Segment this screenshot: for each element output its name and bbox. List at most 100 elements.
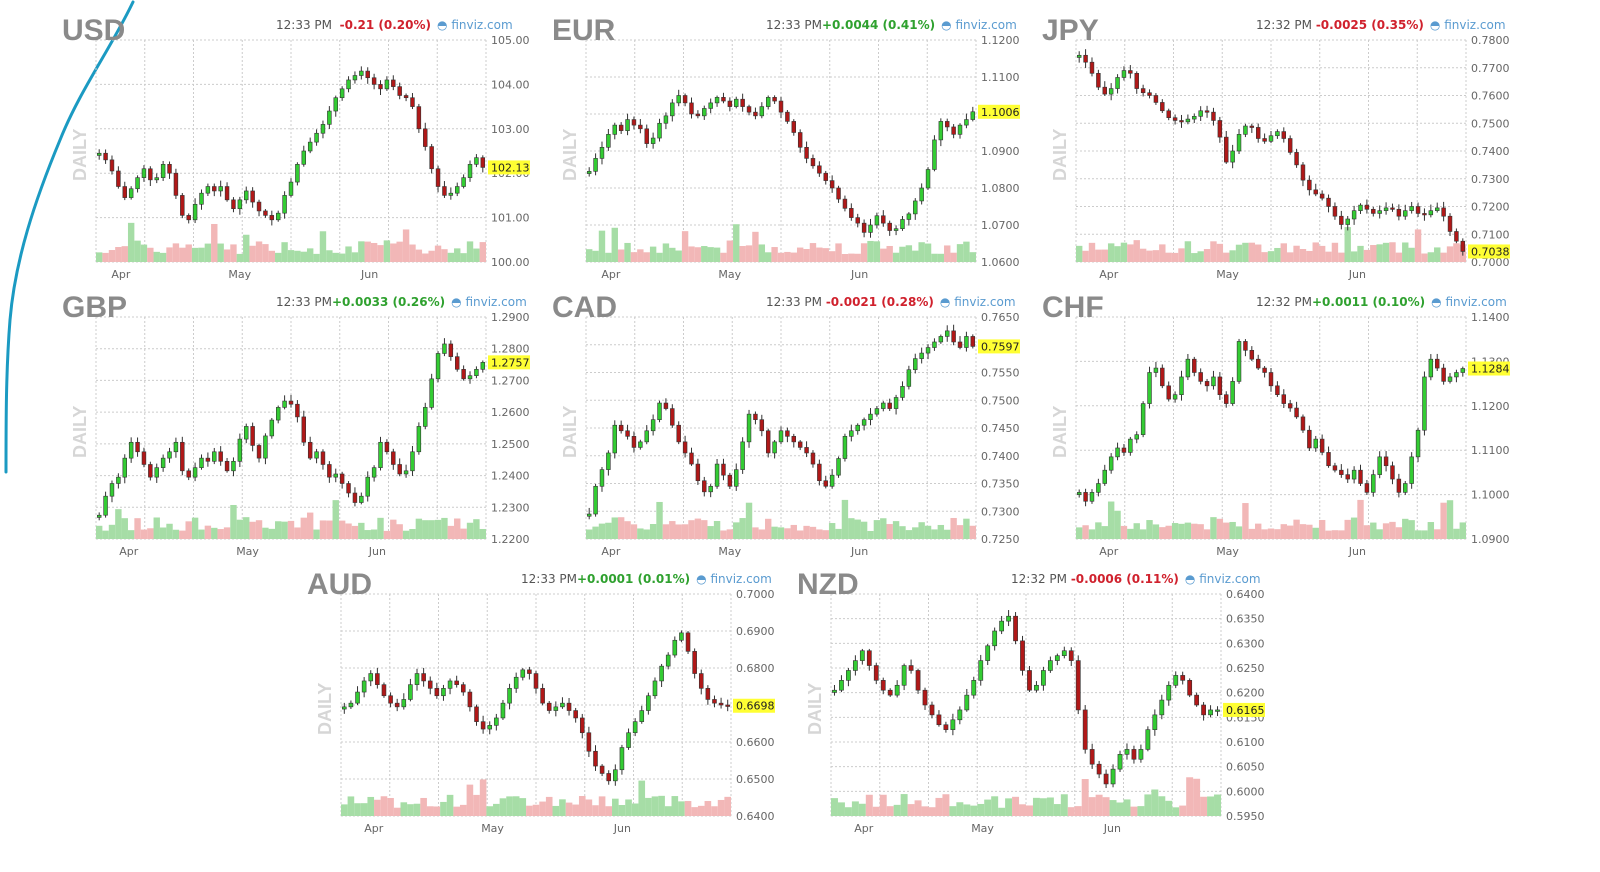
source-link[interactable]: ◓ finviz.com (1431, 295, 1507, 309)
volume-bar (796, 247, 804, 262)
y-tick-label: 0.6400 (736, 810, 775, 823)
chart-panel-eur: 1.12001.11001.10001.09001.08001.07001.06… (546, 12, 1036, 282)
volume-bar (211, 223, 218, 262)
volume-bar (886, 524, 893, 539)
volume-bar (102, 252, 109, 262)
volume-bar (758, 529, 766, 539)
volume-bar (684, 801, 692, 816)
candle-body (434, 688, 440, 697)
source-link[interactable]: ◓ finviz.com (437, 18, 513, 32)
y-tick-label: 103.00 (491, 123, 530, 136)
source-link[interactable]: ◓ finviz.com (941, 18, 1017, 32)
candle-body (1020, 640, 1025, 671)
x-tick-label: May (228, 268, 251, 281)
x-tick-label: Jun (1103, 822, 1121, 835)
y-tick-label: 0.6200 (1226, 687, 1265, 700)
y-tick-label: 0.7400 (981, 450, 1020, 463)
candle-body (631, 436, 637, 448)
candle-body (1403, 483, 1408, 493)
candle-body (237, 199, 243, 210)
candle-body (361, 680, 367, 693)
y-tick-label: 1.2600 (491, 406, 530, 419)
candle-body (122, 186, 127, 198)
timeframe-label: DAILY (805, 683, 825, 735)
candle-body (427, 680, 433, 689)
candle-body (1307, 429, 1312, 449)
candle-body (1103, 773, 1109, 785)
volume-bar (159, 252, 167, 262)
candle-body (859, 650, 865, 661)
candle-body (1332, 206, 1338, 217)
candle-body (1415, 429, 1421, 458)
volume-bar (1242, 503, 1249, 539)
volume-bar (681, 524, 689, 539)
volume-bar (1200, 796, 1208, 816)
candle-body (1294, 407, 1299, 418)
candle-body (403, 470, 409, 475)
volume-bar (1067, 807, 1075, 816)
volume-bar (879, 794, 887, 816)
candle-body (1236, 341, 1242, 382)
volume-bar (1120, 242, 1128, 262)
candle-body (494, 717, 499, 726)
candle-body (116, 170, 121, 187)
y-tick-label: 1.2500 (491, 438, 530, 451)
volume-bar (108, 524, 116, 539)
candle-body (461, 177, 466, 187)
y-tick-label: 1.1000 (1471, 489, 1510, 502)
volume-bar (1248, 242, 1256, 262)
source-link[interactable]: ◓ finviz.com (1184, 572, 1261, 586)
volume-bar (752, 527, 759, 539)
volume-bar (1019, 804, 1026, 816)
volume-bar (185, 244, 192, 262)
candle-body (314, 132, 319, 143)
candle-body (1117, 754, 1123, 770)
volume-bar (96, 252, 103, 262)
volume-bar (612, 798, 619, 816)
candle-body (199, 457, 204, 468)
volume-bar (592, 250, 599, 262)
source-link[interactable]: ◓ finviz.com (451, 295, 527, 309)
volume-bar (991, 796, 999, 816)
volume-bar (835, 528, 842, 539)
timeframe-label: DAILY (70, 406, 90, 458)
currency-symbol: NZD (797, 568, 859, 601)
volume-bar (1210, 517, 1217, 539)
source-link[interactable]: ◓ finviz.com (1429, 18, 1506, 32)
chart-svg: 105.00104.00103.00102.00101.00100.00AprM… (70, 34, 530, 281)
y-tick-label: 0.6000 (1226, 785, 1265, 798)
candle-body (626, 732, 631, 748)
candle-body (1275, 385, 1280, 395)
candle-body (866, 650, 872, 666)
volume-bar (638, 780, 646, 816)
candle-body (1131, 749, 1137, 760)
source-link[interactable]: ◓ finviz.com (939, 295, 1016, 309)
volume-bar (1223, 522, 1230, 539)
volume-bar (854, 253, 861, 262)
source-link[interactable]: ◓ finviz.com (696, 572, 772, 586)
volume-bar (262, 244, 269, 262)
candle-body (672, 639, 678, 656)
candle-body (1006, 615, 1011, 622)
candle-body (148, 168, 153, 181)
volume-bar (326, 250, 333, 262)
candle-body (887, 689, 893, 696)
volume-bar (185, 521, 192, 539)
volume-bar (1427, 522, 1435, 539)
price-change: -0.0025 (0.35%) (1315, 18, 1424, 32)
candle-body (346, 483, 351, 494)
currency-symbol: GBP (62, 291, 128, 324)
candle-body (167, 164, 172, 174)
last-price-marker (488, 355, 530, 370)
volume-bar (1376, 529, 1383, 539)
candle-body (1027, 670, 1032, 691)
volume-bar (1133, 523, 1140, 539)
candle-body (657, 122, 662, 139)
volume-bar (1338, 252, 1345, 262)
candle-body (829, 474, 835, 487)
volume-bar (552, 805, 560, 816)
volume-bar (970, 805, 978, 816)
candle-body (339, 473, 345, 484)
candle-body (546, 702, 552, 711)
volume-bar (860, 521, 868, 539)
